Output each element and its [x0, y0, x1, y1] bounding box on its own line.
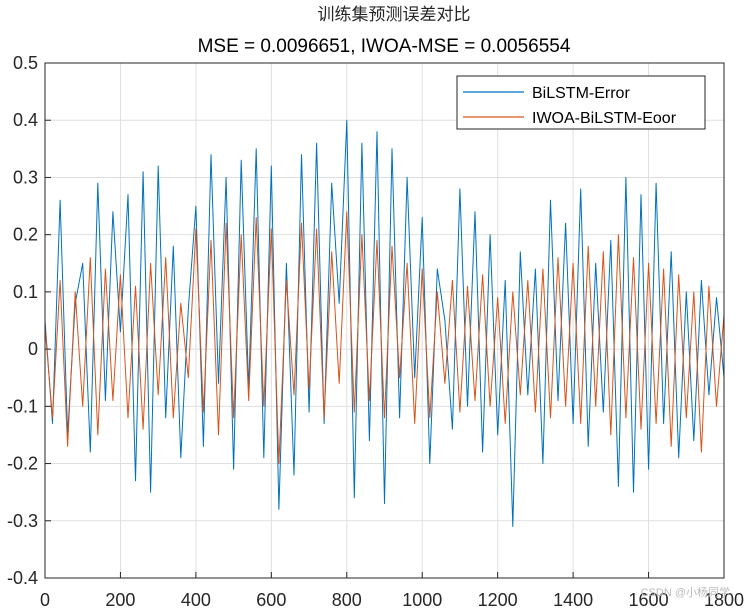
legend-label-bilstm: BiLSTM-Error [532, 85, 630, 102]
legend-box [456, 75, 706, 130]
y-tick-label: 0.4 [13, 110, 38, 130]
legend-label-iwoa: IWOA-BiLSTM-Eoor [532, 110, 677, 127]
series-group [44, 119, 725, 527]
y-tick-label: 0 [28, 339, 38, 359]
x-tick-label: 800 [332, 590, 362, 610]
x-tick-label: 1200 [478, 590, 518, 610]
y-tick-label: 0.2 [13, 225, 38, 245]
axis-ticks: 0 200 400 600 800 1000 1200 1400 1600 1800 -0.4 -0.… [7, 53, 744, 610]
y-tick-label: -0.4 [7, 568, 38, 588]
chart-subtitle: MSE = 0.0096651, IWOA-MSE = 0.0056554 [198, 36, 571, 57]
y-tick-label: -0.3 [7, 511, 38, 531]
chart-title: 训练集预测误差对比 [318, 5, 471, 25]
x-tick-label: 200 [105, 590, 135, 610]
legend: BiLSTM-Error IWOA-BiLSTM-Eoor [456, 75, 706, 130]
y-tick-label: 0.3 [13, 167, 38, 187]
plot-frame [44, 62, 725, 579]
y-tick-label: -0.2 [7, 454, 38, 474]
series-line-bilstm-error [44, 119, 725, 527]
watermark: CSDN @小杨同学 [641, 585, 730, 599]
series-line-iwoa-bilstm-error [44, 211, 725, 465]
x-tick-label: 400 [181, 590, 211, 610]
y-tick-label: 0.1 [13, 282, 38, 302]
x-tick-label: 1400 [553, 590, 593, 610]
x-tick-label: 1800 [704, 590, 744, 610]
x-tick-label: 600 [256, 590, 286, 610]
x-tick-label: 1000 [402, 590, 442, 610]
grid [44, 62, 725, 579]
y-tick-label: -0.1 [7, 396, 38, 416]
y-tick-label: 0.5 [13, 53, 38, 73]
x-tick-label: 1600 [629, 590, 669, 610]
x-tick-label: 0 [40, 590, 50, 610]
